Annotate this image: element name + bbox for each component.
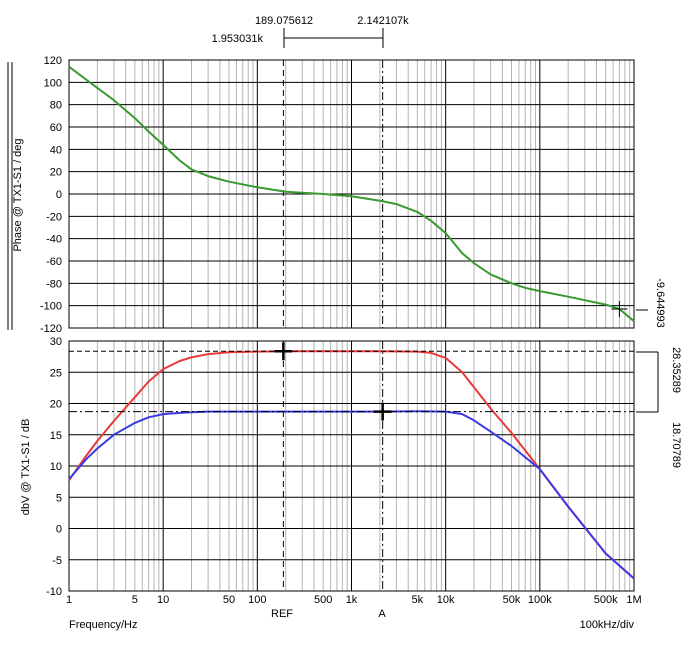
- x-axis-label: Frequency/Hz: [69, 619, 137, 631]
- phase-y-tick-label: 0: [56, 189, 62, 201]
- x-tick-label: 1: [66, 594, 72, 606]
- phase-y-tick-label: 20: [50, 167, 62, 179]
- phase-y-tick-label: -40: [46, 234, 62, 246]
- x-scale-label: 100kHz/div: [580, 619, 635, 631]
- x-tick-label: 5: [132, 594, 138, 606]
- gain-series-red: [68, 350, 635, 580]
- gain-y-tick-label: 20: [50, 399, 62, 411]
- phase-readout: -9.644993: [654, 278, 666, 328]
- phase-frame: [68, 59, 635, 329]
- cursor-ref-label: REF: [271, 608, 293, 620]
- x-tick-label: 100: [248, 594, 266, 606]
- gain-y-axis-label: dbV @ TX1-S1 / dB: [20, 419, 32, 516]
- phase-y-tick-label: -60: [46, 256, 62, 268]
- phase-y-tick-label: 60: [50, 122, 62, 134]
- x-tick-label: 100k: [528, 594, 552, 606]
- x-tick-label: 1M: [626, 594, 641, 606]
- phase-y-tick-label: -120: [40, 323, 62, 335]
- x-tick-label: 500k: [594, 594, 618, 606]
- phase-y-tick-label: 100: [44, 77, 62, 89]
- gain-y-tick-label: 25: [50, 367, 62, 379]
- cursor-delta-value: 1.953031k: [212, 33, 264, 45]
- gain-y-tick-label: 0: [56, 524, 62, 536]
- gain-y-tick-label: 5: [56, 492, 62, 504]
- x-tick-label: 10k: [437, 594, 455, 606]
- x-tick-label: 50: [223, 594, 235, 606]
- x-tick-labels: 1 5 10 50 100 500 1k 5k 10k 50k 100k 500k 1M: [66, 594, 642, 606]
- phase-y-tick-label: -100: [40, 301, 62, 313]
- x-tick-label: 10: [157, 594, 169, 606]
- gain-frame: [68, 340, 635, 592]
- gain-y-tick-label: -10: [46, 586, 62, 598]
- gain-y-tick-label: 30: [50, 336, 62, 348]
- x-tick-label: 500: [314, 594, 332, 606]
- x-tick-label: 50k: [503, 594, 521, 606]
- cursor-a-value: 2.142107k: [357, 15, 409, 27]
- phase-series-phase: [68, 65, 635, 323]
- gain-y-tick-label: 10: [50, 461, 62, 473]
- x-tick-label: 5k: [412, 594, 424, 606]
- gain-readout-red: 28.35289: [670, 347, 682, 393]
- gain-panel: 30 25 20 15 10 5 0 -5 -10: [46, 336, 635, 598]
- phase-y-tick-label: 80: [50, 100, 62, 112]
- cursor-a-label: A: [378, 608, 386, 620]
- phase-y-axis-label: Phase @ TX1-S1 / deg: [12, 138, 24, 251]
- gain-readout-blue: 18.70789: [670, 422, 682, 468]
- phase-y-tick-label: -20: [46, 211, 62, 223]
- phase-y-tick-label: -80: [46, 278, 62, 290]
- phase-y-tick-label: 40: [50, 144, 62, 156]
- gain-y-tick-label: 15: [50, 430, 62, 442]
- cursor-ref-value: 189.075612: [255, 15, 313, 27]
- phase-y-tick-label: 120: [44, 55, 62, 67]
- gain-y-tick-label: -5: [52, 555, 62, 567]
- x-tick-label: 1k: [346, 594, 358, 606]
- phase-panel: 120 100 80 60 40 20 0 -20 -40 -60 -80 -100 -120: [40, 55, 635, 335]
